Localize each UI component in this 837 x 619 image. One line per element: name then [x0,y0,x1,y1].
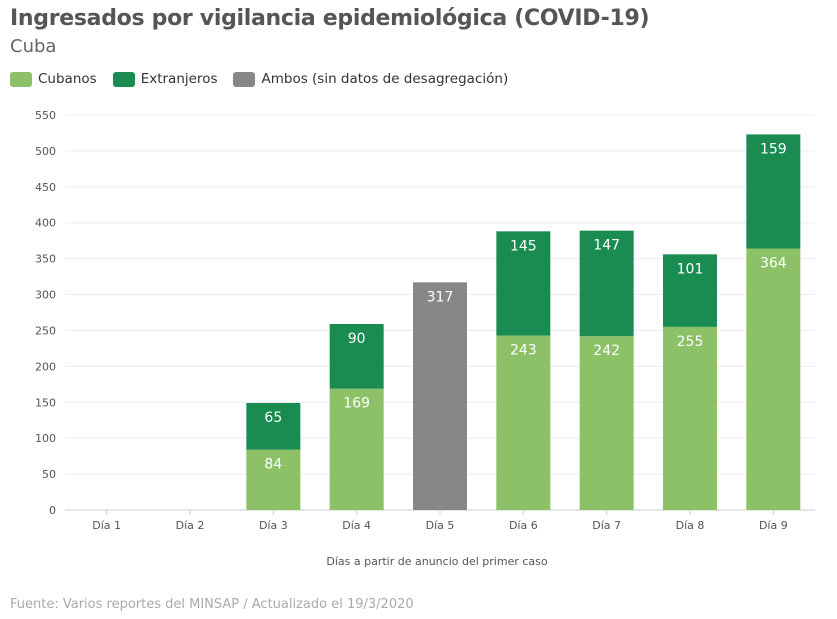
legend-item-ambos[interactable]: Ambos (sin datos de desagregación) [233,71,508,87]
bar-extranjeros-9 [746,134,801,249]
y-tick-label-100: 100 [35,432,56,445]
data-label-cubanos-6: 243 [510,342,537,358]
x-tick-label-9: Día 9 [759,519,788,532]
bar-cubanos-7 [579,336,634,510]
bar-chart: 0 50 100 150 200 250 300 350 400 450 500 550 Día 1 Dí… [35,109,815,568]
y-tick-label-400: 400 [35,217,56,230]
y-tick-label-550: 550 [35,109,56,122]
x-tick-label-1: Día 1 [92,519,121,532]
data-label-extranjeros-3: 65 [264,410,282,426]
data-label-extranjeros-4: 90 [348,331,366,347]
x-tick-label-7: Día 7 [592,519,621,532]
bar-ambos-5 [413,282,467,510]
data-label-extranjeros-9: 159 [760,141,787,157]
legend-swatch-extranjeros [112,71,135,87]
source-note: Fuente: Varios reportes del MINSAP / Act… [10,597,414,612]
data-label-cubanos-7: 242 [593,343,620,359]
chart-subtitle: Cuba [10,36,57,57]
data-label-extranjeros-6: 145 [510,238,537,254]
legend-item-cubanos[interactable]: Cubanos [10,71,97,87]
bar-extranjeros-7 [579,230,634,337]
data-label-extranjeros-8: 101 [677,261,704,277]
y-tick-label-250: 250 [35,324,56,337]
y-tick-label-200: 200 [35,360,56,373]
y-tick-label-50: 50 [42,468,56,481]
data-label-cubanos-8: 255 [677,334,704,350]
legend-label-ambos: Ambos (sin datos de desagregación) [261,71,509,87]
bar-cubanos-4 [329,388,384,510]
data-label-ambos-5: 317 [427,289,454,305]
bar-cubanos-9 [746,248,801,510]
data-label-cubanos-9: 364 [760,256,787,272]
y-tick-label-350: 350 [35,253,56,266]
data-label-extranjeros-7: 147 [593,238,620,254]
data-label-cubanos-4: 169 [343,396,370,412]
chart-legend: Cubanos Extranjeros Ambos (sin datos de … [10,71,524,87]
bar-extranjeros-6 [496,231,551,336]
y-tick-label-0: 0 [49,504,56,517]
y-tick-label-150: 150 [35,396,56,409]
x-tick-label-5: Día 5 [426,519,455,532]
bar-cubanos-6 [496,335,551,510]
x-tick-label-3: Día 3 [259,519,288,532]
y-tick-label-450: 450 [35,181,56,194]
x-tick-label-4: Día 4 [342,519,371,532]
legend-swatch-ambos [233,71,256,87]
legend-swatch-cubanos [10,71,32,87]
bar-extranjeros-8 [663,254,717,327]
bar-cubanos-3 [246,449,301,510]
chart-title: Ingresados por vigilancia epidemiológica… [10,6,650,31]
legend-label-cubanos: Cubanos [38,71,97,87]
x-tick-label-2: Día 2 [176,519,205,532]
x-tick-label-8: Día 8 [676,519,705,532]
bar-extranjeros-4 [329,323,384,389]
bar-extranjeros-3 [246,402,301,450]
x-tick-label-6: Día 6 [509,519,538,532]
legend-item-extranjeros[interactable]: Extranjeros [112,71,218,87]
y-tick-label-500: 500 [35,145,56,158]
bar-cubanos-8 [663,326,717,510]
data-label-cubanos-3: 84 [264,457,282,473]
legend-label-extranjeros: Extranjeros [140,71,218,87]
x-axis-label: Días a partir de anuncio del primer caso [326,555,547,568]
y-tick-label-300: 300 [35,289,56,302]
